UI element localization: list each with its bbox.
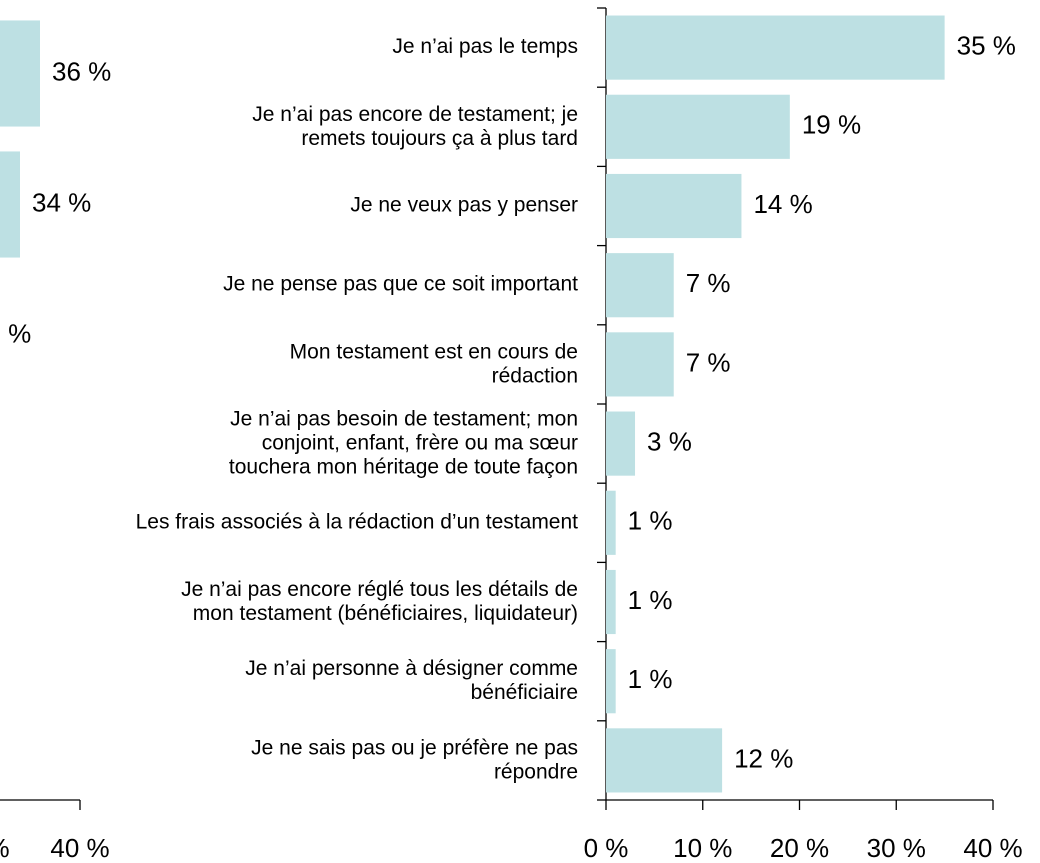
- value-label: 1 %: [628, 506, 673, 536]
- value-label: 1 %: [628, 585, 673, 615]
- x-tick-label: 10 %: [673, 833, 732, 863]
- bar: [606, 490, 616, 555]
- x-tick-label: 30 %: [0, 833, 10, 863]
- bar: [606, 649, 616, 714]
- value-label: 12 %: [734, 743, 793, 773]
- value-label: 1 %: [628, 664, 673, 694]
- category-label: Je n’ai pas besoin de testament; mon conj…: [229, 407, 578, 478]
- value-label: 14 %: [753, 189, 812, 219]
- bar: [606, 15, 945, 80]
- value-label: 7 %: [686, 347, 731, 377]
- bar: [606, 253, 674, 318]
- category-label: Je ne pense pas que ce soit important: [223, 273, 578, 296]
- bar: [606, 173, 742, 239]
- category-label: Je ne sais pas ou je préfère ne pas répon…: [251, 736, 578, 783]
- value-label: 36 %: [52, 56, 111, 86]
- value-label: 19 %: [802, 110, 861, 140]
- bar: [0, 151, 20, 258]
- category-label: Mon testament est en cours de rédaction: [290, 340, 578, 387]
- x-tick-label: 30 %: [867, 833, 926, 863]
- value-label: 35 %: [957, 30, 1016, 60]
- bar: [606, 411, 636, 476]
- category-label: Je n’ai personne à désigner comme bénéfic…: [245, 657, 578, 704]
- category-label: Les frais associés à la rédaction d’un t…: [136, 510, 579, 533]
- category-label: Je ne veux pas y penser: [350, 194, 578, 217]
- value-label: 28 %: [0, 318, 31, 348]
- bar: [606, 332, 674, 397]
- bar: [606, 94, 790, 159]
- x-tick-label: 0 %: [584, 833, 629, 863]
- bar: [0, 20, 40, 127]
- bar: [606, 569, 616, 635]
- bar: [606, 728, 723, 793]
- value-label: 34 %: [32, 187, 91, 217]
- x-tick-label: 20 %: [770, 833, 829, 863]
- x-tick-label: 40 %: [50, 833, 109, 863]
- x-tick-label: 40 %: [963, 833, 1022, 863]
- value-label: 7 %: [686, 268, 731, 298]
- category-label: Je n’ai pas le temps: [392, 35, 578, 58]
- value-label: 3 %: [647, 426, 692, 456]
- category-label: Je n’ai pas encore réglé tous les détail…: [181, 578, 578, 625]
- category-label: Je n’ai pas encore de testament; je remet…: [252, 102, 578, 149]
